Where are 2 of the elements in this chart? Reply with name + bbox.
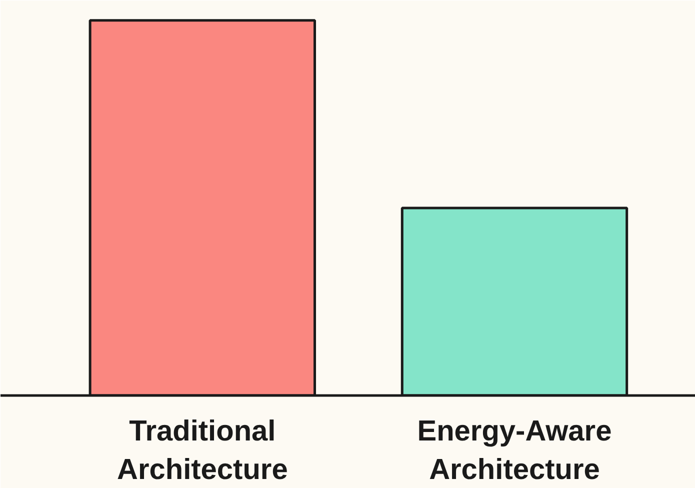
x-tick-label: Traditional Architecture bbox=[117, 416, 288, 486]
x-tick-label: Energy-Aware Architecture bbox=[417, 416, 612, 486]
